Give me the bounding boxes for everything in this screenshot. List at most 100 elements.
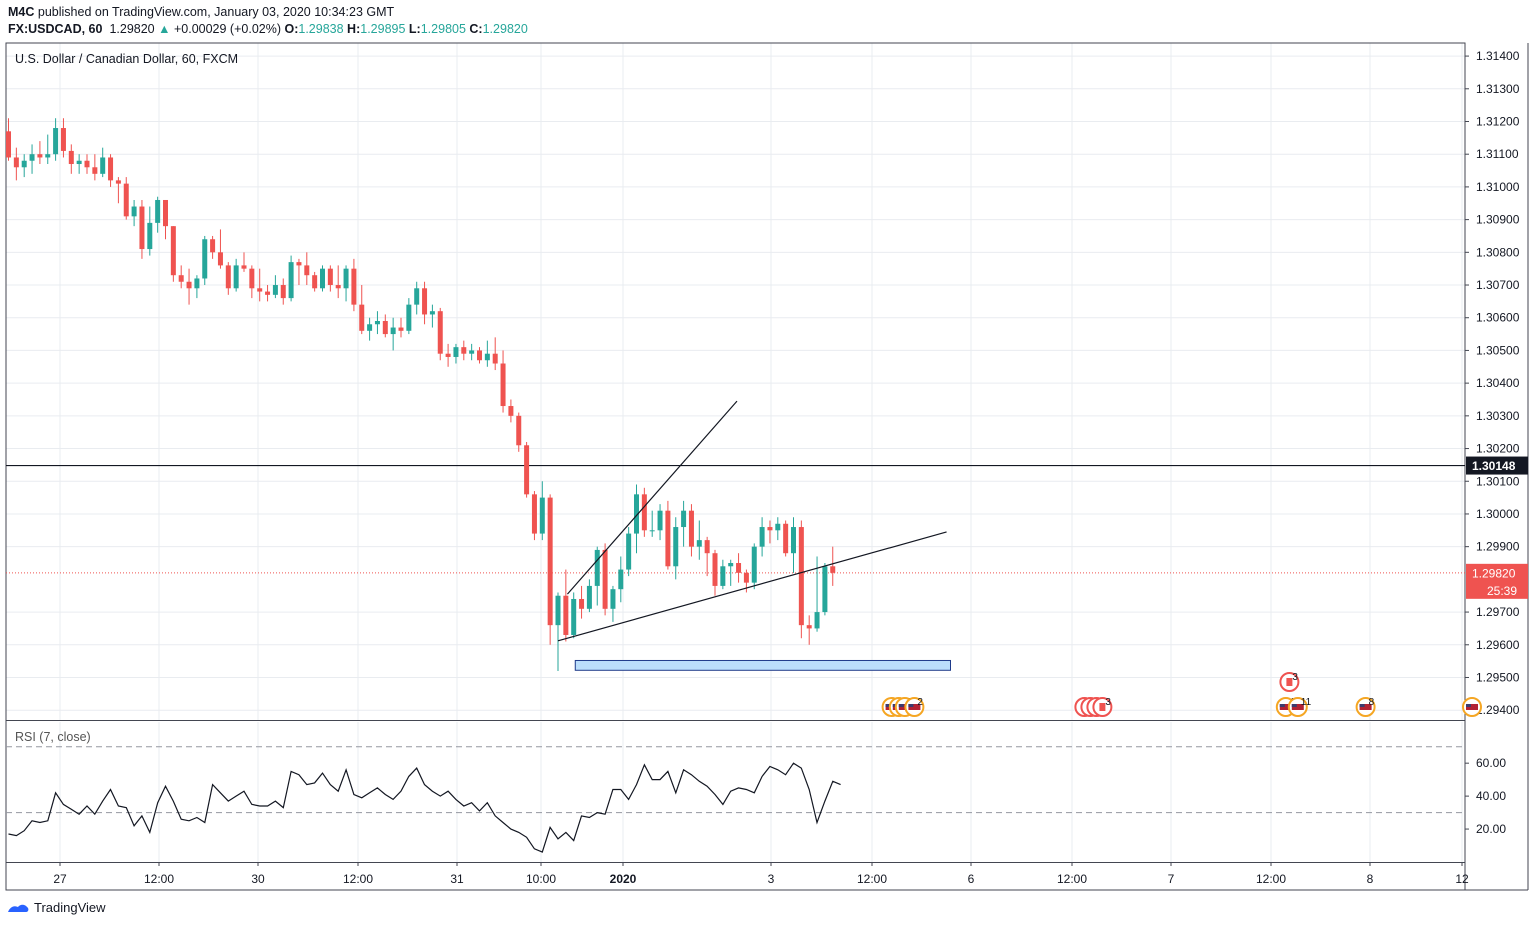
candle-body (194, 278, 200, 289)
maple-leaf-mark (1286, 678, 1293, 686)
canton-mark (1466, 704, 1471, 707)
candle-body (320, 268, 325, 289)
candle-body (84, 160, 90, 168)
candle-body (681, 510, 687, 528)
stripes-mark (1359, 704, 1372, 710)
candle-body (508, 406, 514, 416)
candle-body (414, 288, 420, 305)
x-tick-label: 12:00 (857, 872, 887, 886)
x-tick-label: 30 (251, 872, 265, 886)
event-count-label: 3 (1105, 697, 1111, 708)
candle-body (178, 275, 184, 282)
y-tick-label: 1.30500 (1476, 343, 1520, 357)
candle-body (547, 497, 553, 626)
candle-body (288, 262, 294, 299)
candle-body (524, 445, 530, 495)
x-tick-label: 7 (1168, 872, 1175, 886)
open-label: O: (284, 22, 299, 36)
candle-body (312, 275, 318, 289)
candle-body (728, 563, 734, 567)
y-tick-label: 1.29600 (1476, 638, 1520, 652)
x-tick-label: 10:00 (526, 872, 556, 886)
candle-body (76, 160, 82, 165)
canton-mark (1279, 704, 1285, 707)
published-line: M4C published on TradingView.com, Januar… (8, 5, 394, 19)
rsi-tick-label: 20.00 (1476, 822, 1506, 836)
y-tick-label: 1.30100 (1476, 474, 1520, 488)
candle-body (123, 183, 129, 217)
y-tick-label: 1.29400 (1476, 703, 1520, 717)
horizontal-level-label: 1.30148 (1472, 459, 1516, 473)
canton-mark (898, 704, 904, 707)
close-value: 1.29820 (482, 22, 528, 36)
candle-body (657, 510, 663, 531)
candle-body (60, 128, 66, 151)
open-value: 1.29838 (298, 22, 344, 36)
y-tick-label: 1.31000 (1476, 180, 1520, 194)
candle-body (720, 566, 726, 586)
y-tick-label: 1.31300 (1476, 82, 1520, 96)
candle-body (382, 320, 388, 335)
tradingview-footer[interactable]: TradingView (6, 900, 106, 915)
candle-body (484, 353, 490, 361)
candle-body (516, 415, 522, 446)
candle-body (367, 324, 373, 331)
candle-body (296, 262, 302, 266)
rsi-legend[interactable]: RSI (7, close) (15, 730, 91, 744)
candle-body (634, 494, 639, 534)
y-tick-label: 1.30600 (1476, 311, 1520, 325)
x-tick-label: 6 (968, 872, 975, 886)
candle-body (751, 546, 757, 583)
candle-body (21, 160, 27, 168)
candle-body (343, 268, 349, 289)
x-tick-label: 12:00 (1057, 872, 1087, 886)
chart-legend[interactable]: U.S. Dollar / Canadian Dollar, 60, FXCM (15, 52, 239, 66)
candle-body (743, 572, 749, 583)
candle-body (100, 157, 106, 174)
y-tick-label: 1.29900 (1476, 540, 1520, 554)
x-tick-label: 31 (450, 872, 464, 886)
stripes-mark (1466, 704, 1478, 710)
candle-body (53, 128, 59, 155)
candle-body (108, 157, 114, 181)
candle-body (822, 566, 828, 613)
x-tick-label: 12:00 (343, 872, 373, 886)
candle-body (186, 281, 192, 289)
candle-body (712, 553, 718, 586)
y-tick-label: 1.30800 (1476, 245, 1520, 259)
candle-body (610, 589, 616, 609)
candle-body (477, 350, 482, 361)
horizontal-level-badge (1466, 456, 1528, 475)
candle-body (233, 265, 239, 289)
event-count-label: 11 (1301, 697, 1312, 708)
y-tick-label: 1.29700 (1476, 605, 1520, 619)
candle-body (688, 510, 694, 547)
y-tick-label: 1.30900 (1476, 213, 1520, 227)
publisher-name[interactable]: M4C (8, 5, 35, 19)
candle-body (131, 206, 137, 217)
candle-body (806, 625, 812, 629)
up-arrow-icon: ▲ (158, 22, 171, 36)
candle-body (563, 595, 569, 635)
candle-body (115, 180, 121, 184)
canton-mark (885, 704, 891, 707)
candle-body (791, 527, 796, 554)
candle-body (445, 353, 451, 357)
candle-body (390, 327, 396, 335)
canton-mark (908, 704, 914, 707)
candle-body (280, 285, 286, 299)
y-tick-label: 1.30200 (1476, 442, 1520, 456)
rsi-tick-label: 60.00 (1476, 756, 1506, 770)
high-label: H: (347, 22, 361, 36)
candle-body (798, 527, 804, 626)
candle-body (555, 595, 561, 626)
candle-body (649, 530, 655, 532)
candle-body (406, 304, 412, 331)
candle-body (217, 252, 223, 266)
candle-body (68, 150, 74, 165)
event-count-label: 2 (917, 697, 923, 708)
candle-body (170, 226, 176, 276)
candle-body (783, 523, 789, 554)
